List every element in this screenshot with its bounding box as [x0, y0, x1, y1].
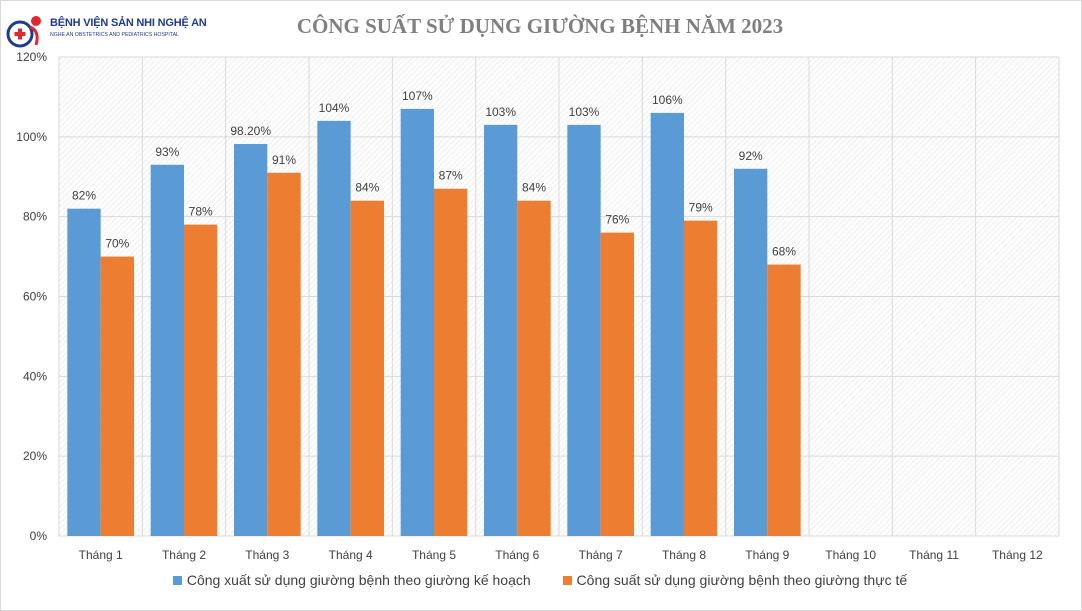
- bar-series2: [267, 172, 301, 536]
- bar-series2: [434, 188, 468, 536]
- x-tick-label: Tháng 2: [162, 548, 206, 562]
- x-tick-label: Tháng 11: [909, 548, 959, 562]
- data-label-series1: 104%: [319, 101, 350, 115]
- bar-series1: [484, 124, 518, 536]
- y-tick-label: 60%: [23, 290, 47, 304]
- data-label-series2: 84%: [522, 181, 546, 195]
- bar-series1: [67, 208, 101, 536]
- x-tick-label: Tháng 6: [495, 548, 539, 562]
- data-label-series2: 84%: [355, 181, 379, 195]
- hospital-name: BỆNH VIỆN SẢN NHI NGHỆ AN: [50, 17, 207, 29]
- x-tick-label: Tháng 8: [662, 548, 706, 562]
- hospital-logo-icon: [6, 16, 41, 48]
- x-tick-label: Tháng 5: [412, 548, 456, 562]
- bar-series2: [600, 232, 634, 536]
- bar-series1: [734, 168, 768, 536]
- x-tick-label: Tháng 12: [992, 548, 1043, 562]
- bar-series2: [184, 224, 218, 536]
- x-tick-label: Tháng 10: [825, 548, 876, 562]
- bar-series1: [650, 112, 684, 536]
- y-tick-label: 100%: [16, 130, 47, 144]
- data-label-series2: 87%: [439, 169, 463, 183]
- bar-series2: [350, 200, 384, 536]
- legend-label-series2: Công suất sử dụng giường bệnh theo giườn…: [576, 572, 908, 588]
- bar-series1: [234, 144, 268, 537]
- legend: Công xuất sử dụng giường bệnh theo giườn…: [0, 572, 1080, 588]
- data-label-series1: 82%: [72, 189, 96, 203]
- data-label-series2: 78%: [189, 205, 213, 219]
- data-label-series2: 70%: [105, 237, 129, 251]
- bar-series2: [767, 264, 801, 536]
- data-label-series1: 93%: [155, 145, 179, 159]
- legend-label-series1: Công xuất sử dụng giường bệnh theo giườn…: [186, 572, 531, 588]
- x-tick-label: Tháng 4: [329, 548, 373, 562]
- legend-item-series2: Công suất sử dụng giường bệnh theo giườn…: [562, 572, 908, 588]
- bar-series2: [517, 200, 551, 536]
- bar-series2: [100, 256, 134, 536]
- data-label-series1: 98.20%: [230, 124, 271, 138]
- x-tick-label: Tháng 3: [245, 548, 289, 562]
- y-tick-label: 20%: [23, 449, 47, 463]
- bar-series1: [150, 164, 184, 536]
- data-label-series2: 79%: [689, 201, 713, 215]
- y-tick-label: 40%: [23, 369, 47, 383]
- chart-title: CÔNG SUẤT SỬ DỤNG GIƯỜNG BỆNH NĂM 2023: [296, 14, 784, 38]
- data-label-series1: 92%: [739, 149, 763, 163]
- data-label-series1: 106%: [652, 93, 683, 107]
- bar-series1: [567, 124, 601, 536]
- y-tick-label: 80%: [23, 210, 47, 224]
- bar-series2: [684, 220, 718, 537]
- y-tick-label: 120%: [16, 50, 47, 64]
- data-label-series1: 103%: [485, 105, 516, 119]
- legend-item-series1: Công xuất sử dụng giường bệnh theo giườn…: [172, 572, 531, 588]
- x-tick-label: Tháng 9: [745, 548, 789, 562]
- data-label-series1: 107%: [402, 89, 433, 103]
- x-tick-label: Tháng 1: [79, 548, 123, 562]
- x-tick-label: Tháng 7: [579, 548, 623, 562]
- legend-swatch-series1: [172, 576, 182, 585]
- hospital-logo: BỆNH VIỆN SẢN NHI NGHỆ AN NGHE AN OBSTET…: [6, 13, 207, 49]
- data-label-series2: 68%: [772, 245, 796, 259]
- bar-series1: [317, 120, 351, 536]
- data-label-series1: 103%: [569, 105, 600, 119]
- hospital-subname: NGHE AN OBSTETRICS AND PEDIATRICS HOSPIT…: [50, 32, 179, 38]
- legend-swatch-series2: [562, 576, 572, 585]
- data-label-series2: 76%: [605, 213, 629, 227]
- bar-series1: [400, 108, 434, 537]
- y-tick-label: 0%: [30, 529, 48, 543]
- data-label-series2: 91%: [272, 153, 296, 167]
